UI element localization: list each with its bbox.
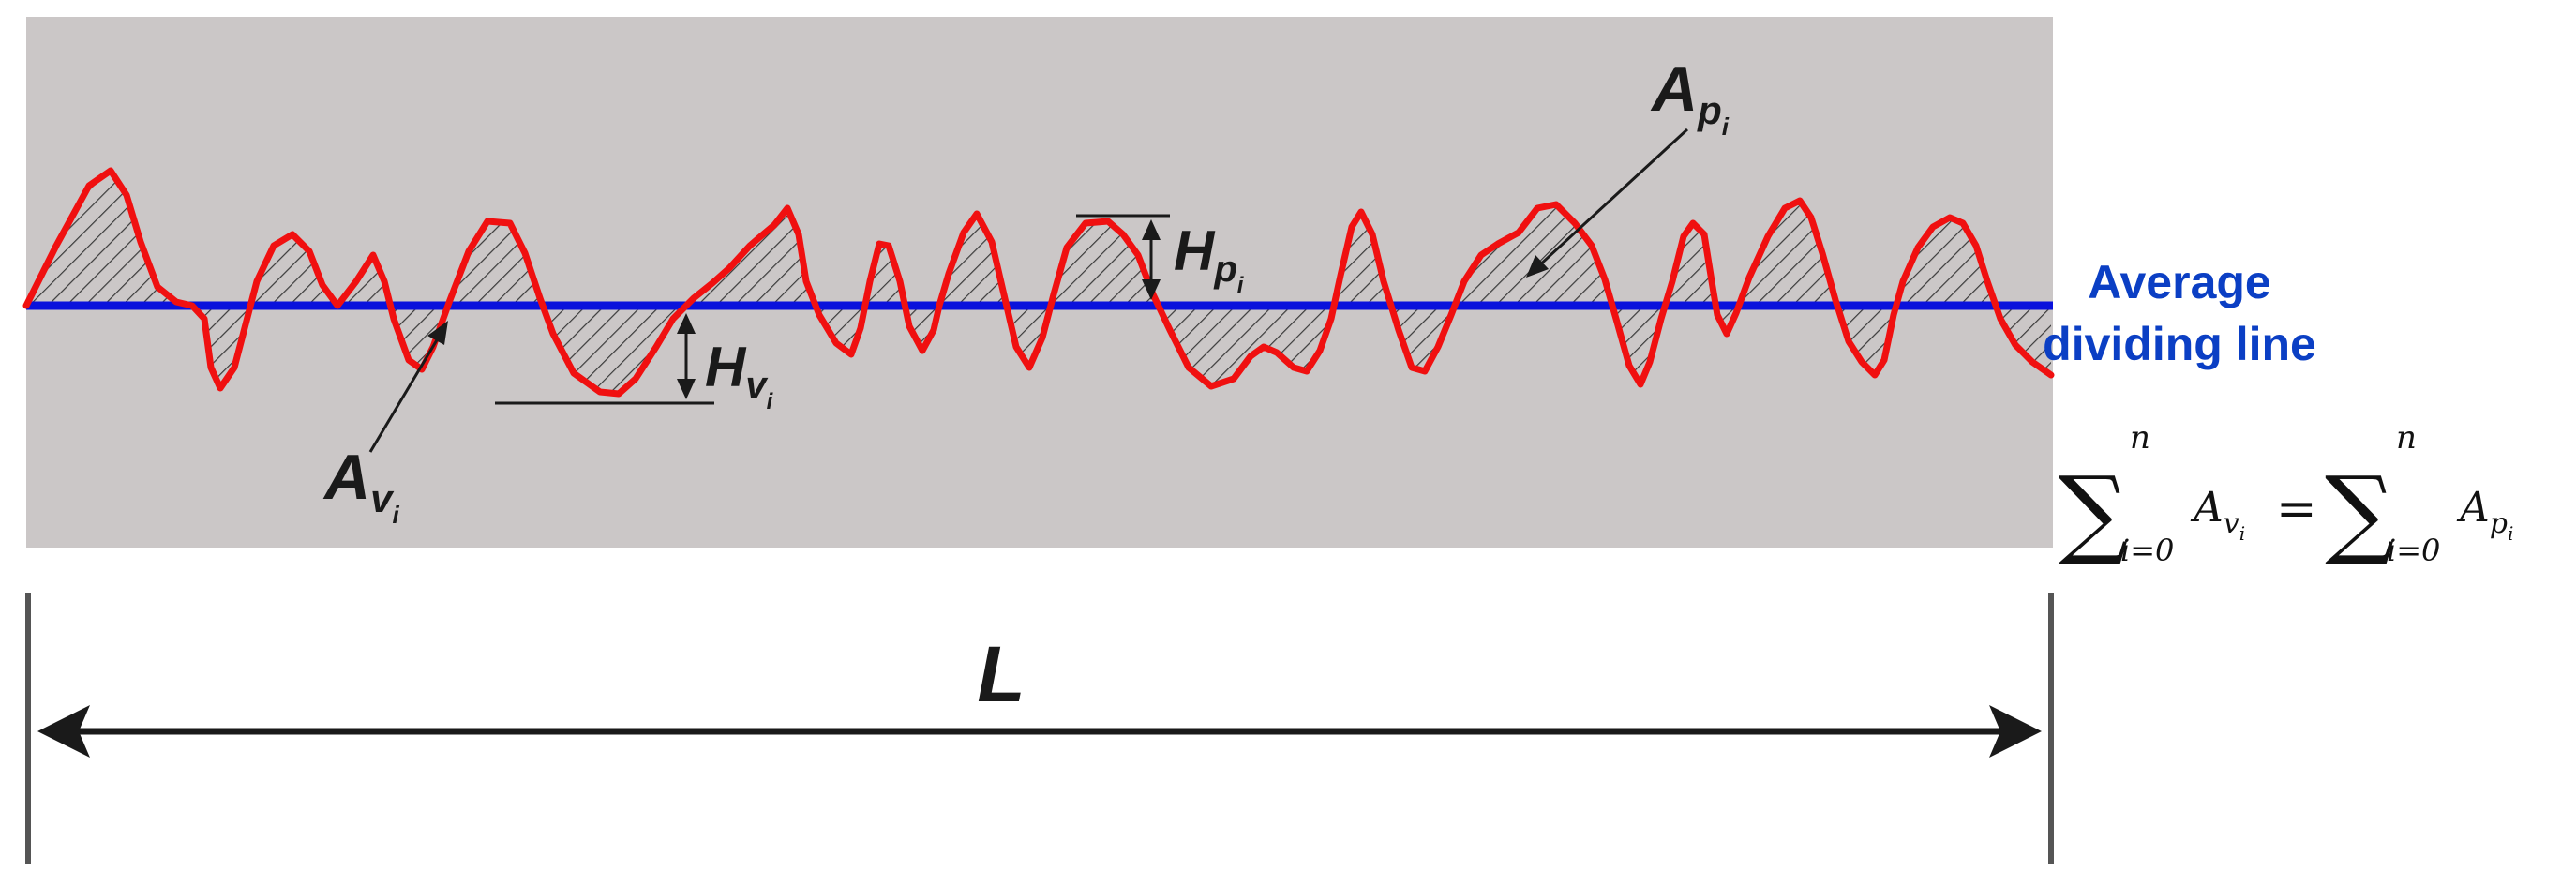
height-peak-label: Hpi: [1174, 219, 1245, 298]
length-dimension-arrow: [37, 705, 2042, 758]
area-peak-label: Api: [1650, 53, 1730, 141]
area-valley-pointer: [368, 321, 448, 453]
rhs-subsub: i: [2508, 522, 2513, 545]
lhs-var: A: [2190, 484, 2224, 532]
lhs-sub: v: [2224, 507, 2239, 540]
sum-lower-right: i=0: [2387, 533, 2440, 568]
peak-height-arrow: [1142, 219, 1161, 300]
sum-upper-right: n: [2396, 419, 2417, 457]
area-valley-label: Avi: [322, 442, 399, 529]
peak-areas-hatch: [26, 171, 2051, 306]
length-label: L: [977, 630, 1025, 718]
rhs-var: A: [2456, 484, 2490, 532]
sum-symbol-right: ∑: [2325, 455, 2394, 569]
svg-text:Api: Api: [2456, 484, 2513, 545]
sum-symbol-left: ∑: [2059, 455, 2128, 569]
area-balance-equation: ∑ n i=0 Avi = ∑ n i=0 Api: [2059, 419, 2513, 569]
rhs-sub: p: [2490, 507, 2508, 540]
lhs-subsub: i: [2239, 522, 2245, 545]
area-peak-pointer: [1526, 128, 1689, 278]
sum-lower-left: i=0: [2120, 533, 2174, 568]
valley-depth-arrow: [677, 313, 696, 399]
mean-line-label-1: Average: [2088, 256, 2270, 308]
svg-text:Avi: Avi: [2190, 484, 2245, 545]
sum-upper-left: n: [2130, 419, 2150, 457]
equals-sign: =: [2276, 481, 2317, 537]
roughness-profile-curve: [22, 167, 2055, 398]
mean-line-label-2: dividing line: [2043, 318, 2316, 370]
height-valley-label: Hvi: [705, 336, 774, 414]
